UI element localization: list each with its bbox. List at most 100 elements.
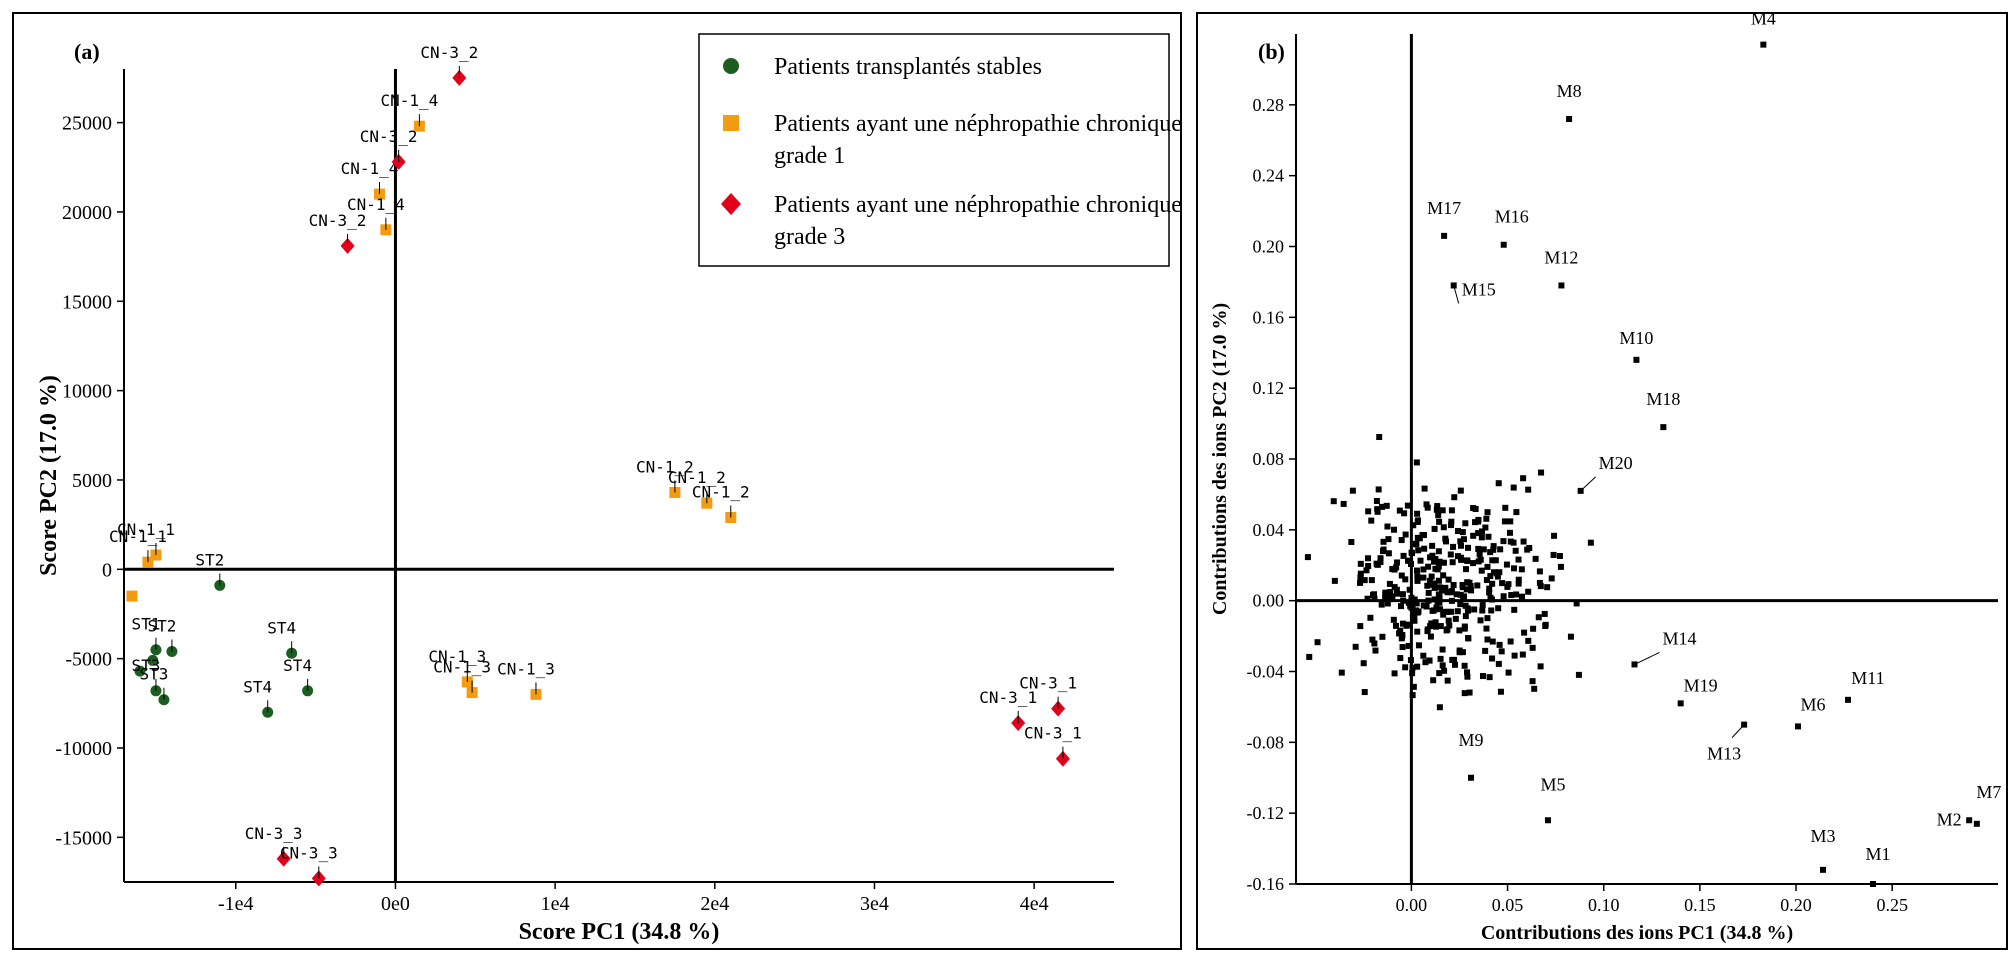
- ion-point: [1440, 559, 1447, 566]
- ion-point: [1377, 555, 1384, 562]
- ion-point: [1357, 579, 1364, 586]
- ion-point: [1382, 591, 1389, 598]
- x-tick-label: 2e4: [700, 893, 729, 915]
- ion-point: [1414, 510, 1421, 517]
- ion-point: [1447, 551, 1454, 558]
- ion-point: [1525, 588, 1532, 595]
- ion-point: [1537, 663, 1544, 670]
- ion-point: [1365, 562, 1372, 569]
- x-tick-label: 0.15: [1684, 895, 1716, 915]
- ion-point: [1459, 529, 1466, 536]
- ion-point: [1511, 652, 1518, 659]
- point-label: ST2: [195, 550, 224, 569]
- ion-point: [1397, 627, 1404, 634]
- ion-point: [1413, 600, 1420, 607]
- ion-point: [1475, 545, 1482, 552]
- labeled-ion-point: [1844, 696, 1851, 703]
- ion-point: [1488, 607, 1495, 614]
- point-label: CN-3_2: [420, 43, 478, 62]
- y-tick-label: -0.08: [1247, 732, 1285, 752]
- ion-point: [1410, 522, 1417, 529]
- ion-point: [1482, 647, 1489, 654]
- ion-label: M14: [1662, 628, 1696, 648]
- ion-label: M18: [1646, 389, 1680, 409]
- ion-point: [1515, 556, 1522, 563]
- ion-point: [1486, 585, 1493, 592]
- data-point: [126, 590, 138, 602]
- point-label: CN-3_3: [245, 824, 303, 843]
- point-label: CN-1_2: [692, 482, 750, 501]
- ion-point: [1548, 575, 1555, 582]
- leader-line: [1731, 724, 1745, 738]
- ion-point: [1409, 692, 1416, 699]
- ion-point: [1436, 518, 1443, 525]
- ion-point: [1385, 591, 1392, 598]
- ion-point: [1367, 614, 1374, 621]
- ion-point: [1487, 549, 1494, 556]
- ion-label: M10: [1619, 328, 1653, 348]
- legend-marker-diamond: [721, 193, 741, 215]
- ion-point: [1521, 629, 1528, 636]
- y-tick-label: -15000: [55, 827, 112, 849]
- y-tick-label: 0.28: [1253, 95, 1285, 115]
- ion-point: [1391, 670, 1398, 677]
- ion-point: [1435, 563, 1442, 570]
- ion-point: [1518, 566, 1525, 573]
- labeled-ion-point: [1633, 356, 1640, 363]
- ion-point: [1520, 475, 1527, 482]
- ion-point: [1435, 591, 1442, 598]
- ion-point: [1542, 621, 1549, 628]
- ion-point: [1440, 572, 1447, 579]
- point-label: CN-1_1: [109, 527, 167, 546]
- ion-point: [1365, 508, 1372, 515]
- ion-label: M13: [1707, 744, 1741, 764]
- legend-entry: Patients ayant une néphropathie chroniqu…: [774, 111, 1182, 169]
- ion-point: [1490, 543, 1497, 550]
- ion-point: [1462, 566, 1469, 573]
- ion-point: [1556, 552, 1563, 559]
- labeled-ion-point: [1566, 116, 1573, 122]
- ion-point: [1369, 636, 1376, 643]
- ion-point: [1475, 518, 1482, 525]
- ion-point: [1495, 660, 1502, 667]
- labeled-ion-point: [1544, 817, 1551, 824]
- ion-point: [1438, 587, 1445, 594]
- ion-point: [1511, 606, 1518, 613]
- ion-point: [1414, 577, 1421, 584]
- ion-label: M1: [1865, 844, 1890, 864]
- ion-point: [1463, 586, 1470, 593]
- ion-point: [1434, 599, 1441, 606]
- ion-label: M19: [1684, 675, 1718, 695]
- ion-label: M5: [1540, 774, 1565, 794]
- ion-point: [1338, 669, 1345, 676]
- ion-point: [1450, 543, 1457, 550]
- ion-point: [1479, 607, 1486, 614]
- x-tick-label: 0.05: [1492, 895, 1524, 915]
- x-tick-label: 0e0: [381, 893, 410, 915]
- ion-point: [1421, 485, 1428, 492]
- ion-point: [1500, 538, 1507, 545]
- point-label: ST1: [131, 615, 160, 634]
- ion-point: [1462, 613, 1469, 620]
- ion-point: [1475, 530, 1482, 537]
- ion-label: M11: [1851, 668, 1884, 688]
- y-tick-label: 15000: [62, 291, 112, 313]
- ion-point: [1437, 623, 1444, 630]
- ion-point: [1416, 535, 1423, 542]
- ion-point: [1427, 623, 1434, 630]
- ion-point: [1443, 538, 1450, 545]
- ion-point: [1425, 597, 1432, 604]
- ion-point: [1394, 559, 1401, 566]
- point-label: ST4: [267, 618, 296, 637]
- ion-point: [1409, 550, 1416, 557]
- ion-point: [1462, 520, 1469, 527]
- ion-point: [1423, 603, 1430, 610]
- ion-point: [1422, 659, 1429, 666]
- ion-point: [1567, 633, 1574, 640]
- ion-point: [1507, 538, 1514, 545]
- labeled-ion-point: [1441, 232, 1448, 239]
- ion-point: [1507, 518, 1514, 525]
- legend-marker-square: [723, 115, 739, 131]
- ion-point: [1368, 517, 1375, 524]
- ion-point: [1431, 558, 1438, 565]
